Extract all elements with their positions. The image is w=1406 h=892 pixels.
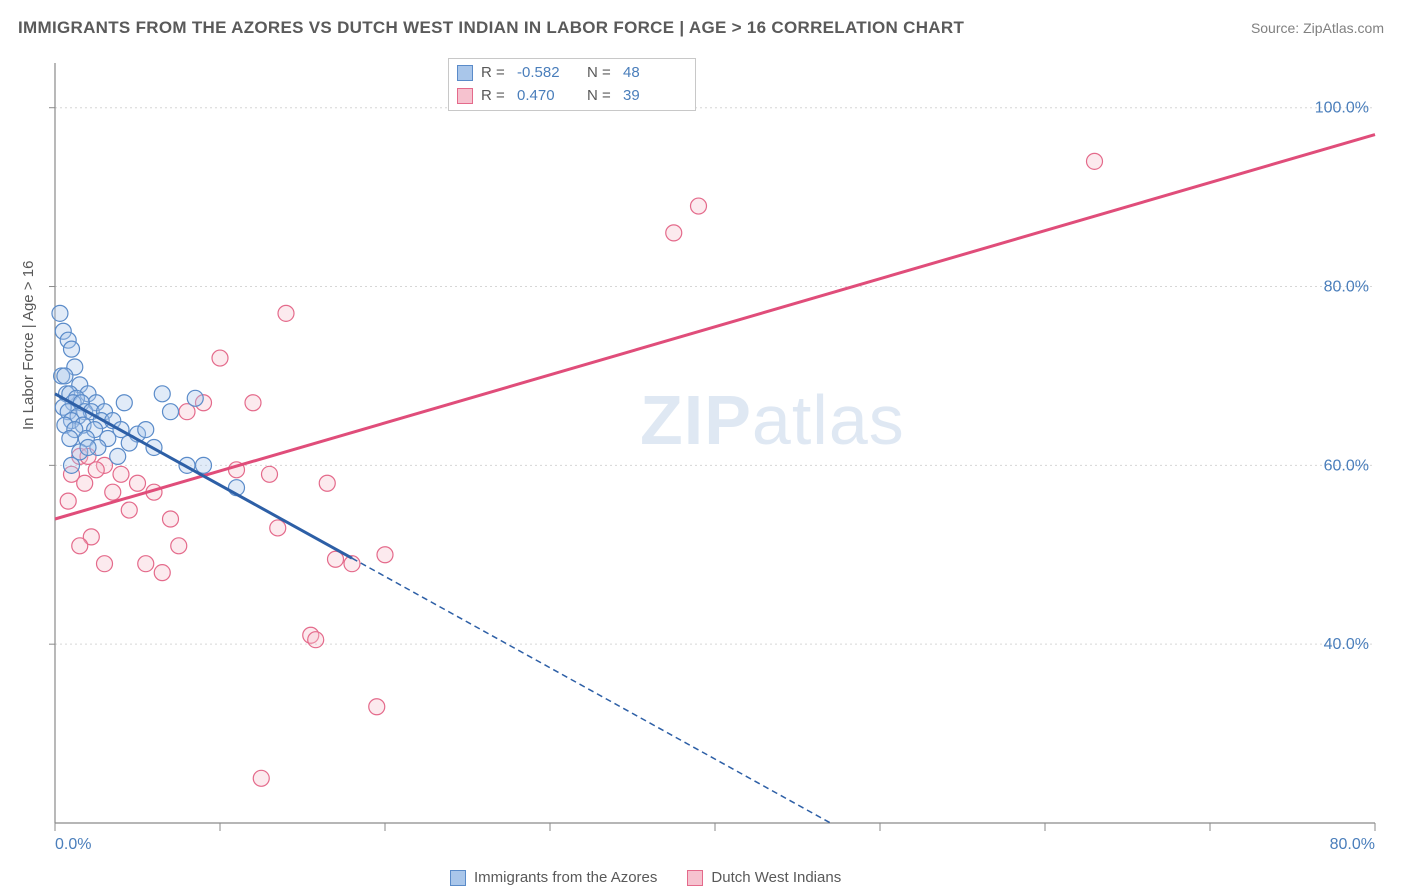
series-legend: Immigrants from the Azores Dutch West In…	[450, 869, 841, 886]
legend-swatch-b	[457, 88, 473, 104]
y-axis-label: In Labor Force | Age > 16	[20, 261, 37, 430]
svg-text:40.0%: 40.0%	[1324, 636, 1369, 653]
svg-text:0.0%: 0.0%	[55, 836, 91, 853]
svg-text:80.0%: 80.0%	[1324, 279, 1369, 296]
svg-text:100.0%: 100.0%	[1315, 100, 1369, 117]
legend-swatch-b	[687, 870, 703, 886]
svg-text:60.0%: 60.0%	[1324, 457, 1369, 474]
chart-title: IMMIGRANTS FROM THE AZORES VS DUTCH WEST…	[18, 18, 964, 38]
legend-row: R = -0.582 N = 48	[457, 62, 685, 85]
legend-swatch-a	[450, 870, 466, 886]
source-credit: Source: ZipAtlas.com	[1251, 20, 1384, 36]
legend-row: R = 0.470 N = 39	[457, 85, 685, 108]
correlation-legend: R = -0.582 N = 48 R = 0.470 N = 39	[448, 58, 696, 111]
legend-label: Immigrants from the Azores	[474, 869, 657, 886]
svg-text:80.0%: 80.0%	[1330, 836, 1375, 853]
legend-label: Dutch West Indians	[711, 869, 841, 886]
scatter-svg: 0.0%80.0%40.0%60.0%80.0%100.0%	[55, 55, 1385, 845]
legend-swatch-a	[457, 65, 473, 81]
chart-plot-area: 0.0%80.0%40.0%60.0%80.0%100.0%	[55, 55, 1385, 845]
